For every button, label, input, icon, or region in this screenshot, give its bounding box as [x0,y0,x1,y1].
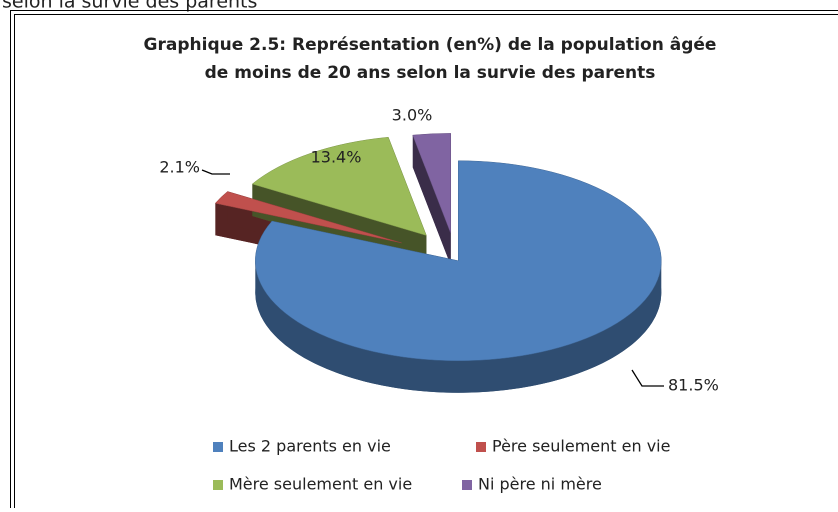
chart-title: Graphique 2.5: Représentation (en%) de l… [144,35,717,55]
legend-label: Les 2 parents en vie [229,437,391,456]
data-label: 3.0% [392,106,433,125]
leader-line [202,170,230,174]
leader-line [632,370,664,386]
chart-title: de moins de 20 ans selon la survie des p… [205,63,656,83]
data-label: 13.4% [311,148,362,167]
legend-label: Ni père ni mère [478,475,602,494]
legend-swatch [462,480,472,490]
legend-swatch [213,480,223,490]
legend-swatch [476,442,486,452]
data-label: 81.5% [668,376,719,395]
legend-label: Mère seulement en vie [229,475,412,494]
data-label: 2.1% [159,158,200,177]
legend-label: Père seulement en vie [492,437,670,456]
legend-swatch [213,442,223,452]
